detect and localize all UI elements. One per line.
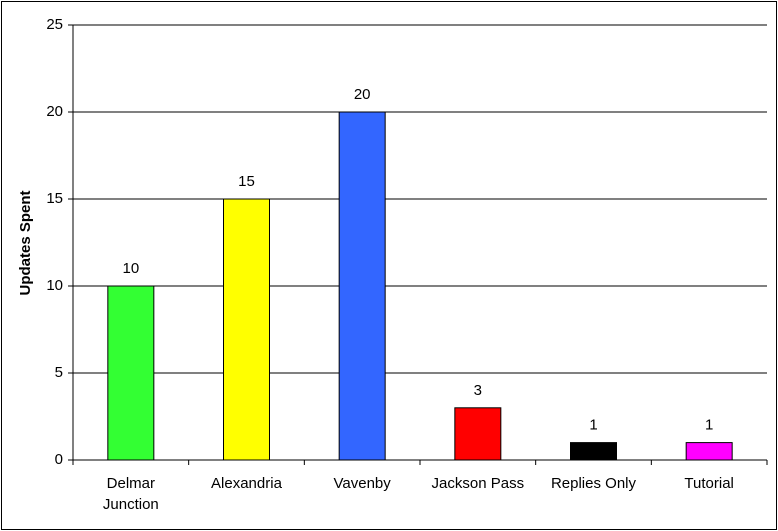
- data-label: 1: [705, 417, 713, 434]
- x-tick-label: Delmar Junction: [102, 475, 159, 513]
- data-label: 3: [474, 382, 482, 399]
- bar: [107, 285, 155, 461]
- data-label: 1: [589, 417, 597, 434]
- x-tick-label: Replies Only: [550, 475, 636, 492]
- bar: [454, 407, 502, 461]
- bar: [223, 198, 270, 461]
- y-tick-label: 10: [46, 277, 63, 294]
- y-tick-label: 0: [55, 451, 63, 468]
- y-tick-label: 20: [46, 103, 63, 120]
- x-tick-label: Vavenby: [333, 475, 391, 492]
- data-label: 10: [122, 260, 139, 277]
- y-axis-label: Updates Spent: [17, 190, 34, 295]
- y-tick-label: 15: [46, 190, 63, 207]
- x-tick-label: Tutorial: [684, 475, 734, 492]
- bar: [338, 111, 386, 461]
- y-tick-label: 25: [46, 16, 63, 33]
- data-label: 20: [354, 86, 371, 103]
- bar: [685, 442, 733, 461]
- data-label: 15: [238, 173, 255, 190]
- bar: [570, 442, 617, 461]
- x-tick-label: Alexandria: [211, 475, 282, 492]
- x-tick-label: Jackson Pass: [431, 475, 525, 492]
- y-tick-label: 5: [55, 364, 63, 381]
